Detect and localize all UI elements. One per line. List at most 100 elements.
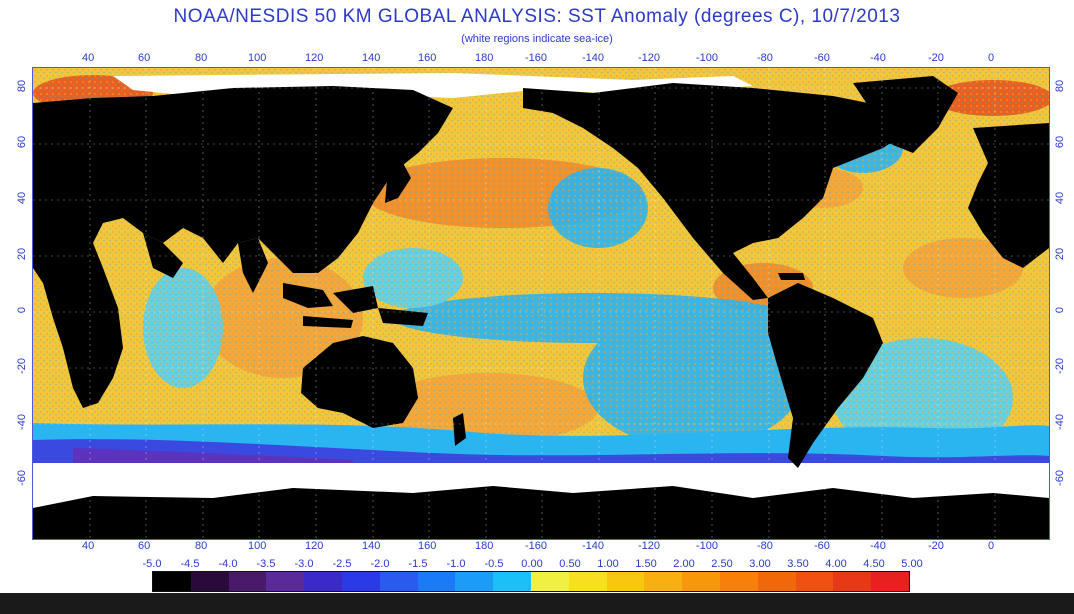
colorbar-segment [833, 572, 872, 591]
australia [301, 336, 418, 428]
colorbar-label: -4.0 [218, 558, 238, 570]
colorbar-label: 3.50 [787, 558, 809, 570]
colorbar-segment [568, 572, 607, 591]
colorbar-segment [795, 572, 834, 591]
colorbar-segment [228, 572, 267, 591]
colorbar-label: -1.0 [446, 558, 466, 570]
lon-label: 60 [138, 540, 151, 552]
lon-label: -120 [638, 52, 661, 64]
lon-label: -140 [582, 540, 605, 552]
lat-label: -60 [1054, 470, 1066, 486]
colorbar-labels: -5.0 -4.5 -4.0 -3.5 -3.0 -2.5 -2.0 -1.5 … [140, 558, 930, 572]
lon-label: 40 [82, 540, 95, 552]
lat-label: 80 [1054, 79, 1066, 93]
colorbar-label: -2.0 [370, 558, 390, 570]
lon-label: -40 [870, 52, 886, 64]
colorbar-segment [379, 572, 418, 591]
lat-label: 80 [16, 79, 28, 93]
lat-label: 60 [1054, 135, 1066, 149]
colorbar-segment [530, 572, 569, 591]
bottom-strip [0, 593, 1074, 614]
colorbar-label: -3.5 [256, 558, 276, 570]
colorbar-label: 0.00 [521, 558, 543, 570]
lon-label: -120 [638, 540, 661, 552]
lon-label: 80 [195, 52, 208, 64]
colorbar-label: 4.00 [825, 558, 847, 570]
map-subtitle: (white regions indicate sea-ice) [461, 33, 613, 45]
lat-label: 60 [16, 135, 28, 149]
lon-label: -60 [814, 52, 830, 64]
lat-label: -60 [16, 470, 28, 486]
se-asia-islands [283, 283, 428, 328]
lon-label: 40 [82, 52, 95, 64]
colorbar-segment [644, 572, 683, 591]
lat-label: 20 [16, 247, 28, 261]
map-svg [33, 68, 1049, 539]
colorbar-label: 1.00 [597, 558, 619, 570]
colorbar-label: -1.5 [408, 558, 428, 570]
colorbar-segment [341, 572, 380, 591]
colorbar-label: 1.50 [635, 558, 657, 570]
lon-label: 100 [248, 52, 267, 64]
lat-label: -20 [16, 358, 28, 374]
lon-label: -60 [814, 540, 830, 552]
lon-label: 140 [362, 540, 381, 552]
lon-label: -160 [525, 540, 548, 552]
lon-label: 100 [248, 540, 267, 552]
lon-label: -160 [525, 52, 548, 64]
lon-label: 180 [475, 540, 494, 552]
colorbar-label: -2.5 [332, 558, 352, 570]
lon-label: -80 [757, 540, 773, 552]
lon-label: -100 [696, 52, 719, 64]
colorbar-segment [493, 572, 531, 591]
lat-label: 40 [16, 191, 28, 205]
eurasia-africa [33, 86, 453, 408]
lon-label: -100 [696, 540, 719, 552]
colorbar-label: -5.0 [142, 558, 162, 570]
colorbar-segment [304, 572, 342, 591]
lat-label: -40 [16, 414, 28, 430]
lon-label: 0 [988, 52, 995, 64]
lon-label: 140 [362, 52, 381, 64]
sst-anomaly-map [32, 67, 1050, 540]
colorbar-label: 3.00 [749, 558, 771, 570]
colorbar-label: 5.00 [901, 558, 923, 570]
lon-label: -20 [928, 540, 944, 552]
lon-label: -40 [870, 540, 886, 552]
lat-label: 0 [16, 306, 28, 314]
colorbar-segment [871, 572, 909, 591]
north-america [523, 83, 913, 300]
colorbar-segment [266, 572, 305, 591]
colorbar-label: -0.5 [484, 558, 504, 570]
lat-label: 0 [1054, 306, 1066, 314]
colorbar [152, 571, 910, 592]
colorbar-label: -4.5 [180, 558, 200, 570]
colorbar-segment [455, 572, 494, 591]
colorbar-segment [190, 572, 229, 591]
antarctica [33, 486, 1049, 539]
colorbar-label: 0.50 [559, 558, 581, 570]
lat-label: 40 [1054, 191, 1066, 205]
lon-label: -140 [582, 52, 605, 64]
lon-label: 60 [138, 52, 151, 64]
colorbar-segment [757, 572, 796, 591]
colorbar-label: -3.0 [294, 558, 314, 570]
lon-label: 0 [988, 540, 995, 552]
lon-label: 120 [305, 540, 324, 552]
lon-label: 80 [195, 540, 208, 552]
map-title: NOAA/NESDIS 50 KM GLOBAL ANALYSIS: SST A… [173, 6, 901, 27]
greenland [853, 76, 958, 153]
colorbar-label: 2.50 [711, 558, 733, 570]
lat-label: -20 [1054, 358, 1066, 374]
lon-label: -80 [757, 52, 773, 64]
colorbar-segment [606, 572, 645, 591]
graticule [33, 68, 1049, 539]
japan [385, 163, 411, 203]
colorbar-segment [417, 572, 456, 591]
lon-label: 160 [418, 52, 437, 64]
colorbar-label: 4.50 [863, 558, 885, 570]
colorbar-label: 2.00 [673, 558, 695, 570]
lon-label: 120 [305, 52, 324, 64]
lon-label: 180 [475, 52, 494, 64]
colorbar-segment [153, 572, 191, 591]
